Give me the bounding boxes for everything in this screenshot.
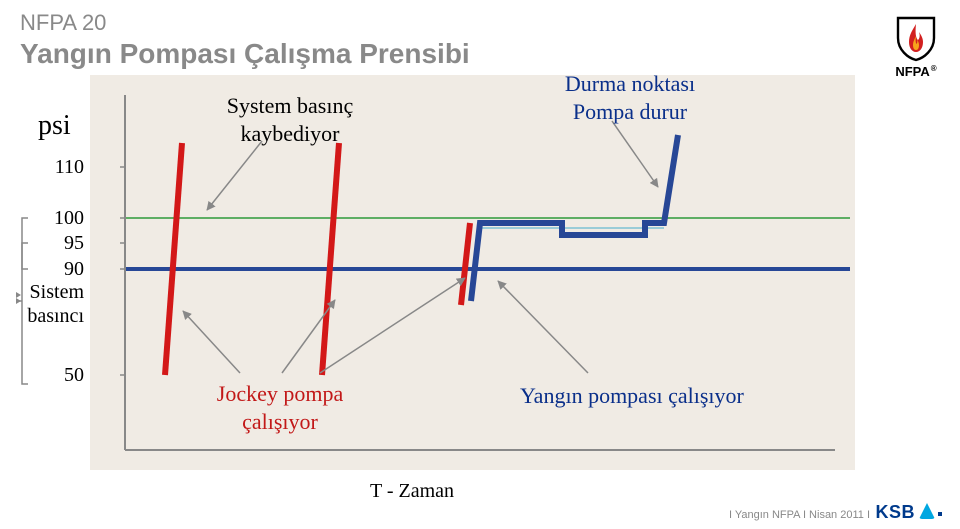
- shield-icon: [892, 14, 940, 62]
- xaxis-label: T - Zaman: [370, 480, 454, 503]
- ann-durma: Durma noktası Pompa durur: [530, 70, 730, 125]
- ytick-100: 100: [34, 207, 84, 230]
- nfpa-logo: NFPA®: [892, 14, 940, 79]
- ytick-90: 90: [34, 258, 84, 281]
- header-small: NFPA 20: [20, 10, 106, 36]
- footer-text: I Yangın NFPA I Nisan 2011 I: [729, 509, 870, 521]
- ytick-50: 50: [34, 364, 84, 387]
- ann-jockey: Jockey pompa çalışıyor: [185, 380, 375, 435]
- header-main: Yangın Pompası Çalışma Prensibi: [20, 38, 470, 70]
- sistem-basinci-label: Sistem basıncı: [0, 280, 84, 328]
- ann-yangin: Yangın pompası çalışıyor: [520, 382, 820, 410]
- ann-system-basinc: System basınç kaybediyor: [195, 92, 385, 147]
- ksb-logo: KSB: [875, 502, 942, 523]
- page-root: NFPA 20 Yangın Pompası Çalışma Prensibi …: [0, 0, 960, 529]
- ytick-110: 110: [34, 156, 84, 179]
- ytick-95: 95: [34, 232, 84, 255]
- yaxis-unit: psi: [38, 110, 71, 142]
- nfpa-logo-text: NFPA: [895, 64, 929, 79]
- bracket-95-90: [16, 243, 32, 271]
